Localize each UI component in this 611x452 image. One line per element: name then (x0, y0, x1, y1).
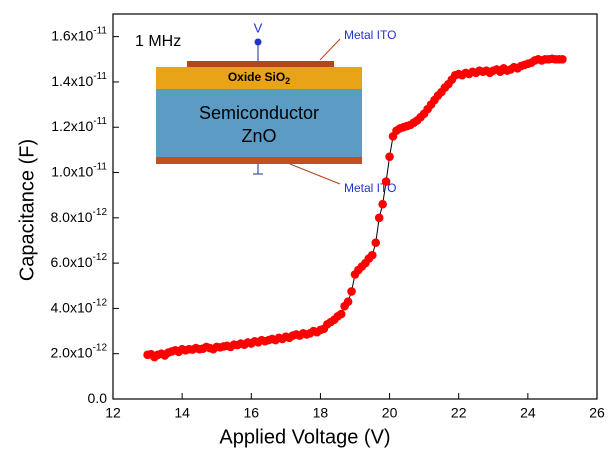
data-point (382, 177, 391, 186)
oxide-text: Oxide SiO (228, 70, 285, 84)
y-tick-exponent: -12 (93, 206, 108, 217)
x-axis-title: Applied Voltage (V) (219, 426, 390, 448)
y-tick-exponent: -12 (93, 252, 108, 263)
x-tick-label: 18 (313, 405, 329, 421)
x-tick-label: 16 (243, 405, 259, 421)
y-tick-label: 1.4x10-11 (51, 71, 107, 89)
x-tick-label: 14 (174, 405, 190, 421)
y-tick-label: 1.6x10-11 (51, 25, 107, 43)
x-tick-label: 20 (382, 405, 398, 421)
x-tick-label: 12 (105, 405, 121, 421)
y-tick-exponent: -11 (93, 71, 107, 82)
y-tick-mantissa: 4.0x10 (51, 299, 93, 315)
y-axis-title: Capacitance (F) (16, 139, 38, 281)
semiconductor-layer (156, 89, 362, 157)
arrow (320, 39, 340, 60)
y-tick-exponent: -11 (93, 25, 107, 36)
data-point (344, 297, 353, 306)
y-tick-mantissa: 1.2x10 (51, 118, 93, 134)
y-tick-label: 0.0 (88, 390, 108, 406)
data-point (375, 214, 384, 223)
x-tick-label: 24 (520, 405, 536, 421)
device-inset: V 1 MHz Metal ITO Metal ITO Oxide SiO2 S… (135, 20, 396, 195)
y-tick-mantissa: 2.0x10 (51, 344, 93, 360)
chart: V 1 MHz Metal ITO Metal ITO Oxide SiO2 S… (0, 0, 611, 452)
top-contact-label: Metal ITO (344, 28, 396, 42)
y-tick-exponent: -12 (93, 297, 108, 308)
bottom-metal (156, 157, 362, 164)
oxide-subscript: 2 (285, 76, 290, 86)
data-point (371, 238, 380, 247)
y-tick-label: 6.0x10-12 (51, 252, 108, 270)
y-tick-label: 1.2x10-11 (51, 116, 107, 134)
y-tick-label: 1.0x10-11 (51, 161, 107, 179)
x-tick-label: 26 (589, 405, 605, 421)
data-point (368, 251, 377, 260)
data-point (347, 287, 356, 296)
oxide-label: Oxide SiO2 (228, 70, 290, 86)
data-point (385, 152, 394, 161)
y-tick-mantissa: 6.0x10 (51, 254, 93, 270)
y-tick-mantissa: 0.0 (88, 390, 108, 406)
semiconductor-label: Semiconductor (199, 103, 319, 123)
voltage-node (255, 39, 262, 46)
y-tick-label: 4.0x10-12 (51, 297, 108, 315)
y-tick-mantissa: 1.0x10 (51, 163, 93, 179)
voltage-label: V (254, 20, 263, 35)
data-point (378, 200, 387, 209)
y-tick-mantissa: 1.4x10 (51, 73, 93, 89)
x-tick-label: 22 (451, 405, 467, 421)
semiconductor-label: ZnO (241, 126, 276, 146)
y-tick-exponent: -12 (93, 342, 108, 353)
y-tick-label: 8.0x10-12 (51, 206, 108, 224)
arrow (290, 164, 340, 184)
y-tick-exponent: -11 (93, 161, 107, 172)
y-tick-mantissa: 8.0x10 (51, 209, 93, 225)
data-point (337, 310, 346, 319)
y-tick-exponent: -11 (93, 116, 107, 127)
top-metal (187, 61, 334, 67)
data-point (558, 55, 567, 64)
y-tick-mantissa: 1.6x10 (51, 27, 93, 43)
frequency-label: 1 MHz (135, 33, 181, 50)
y-tick-label: 2.0x10-12 (51, 342, 108, 360)
